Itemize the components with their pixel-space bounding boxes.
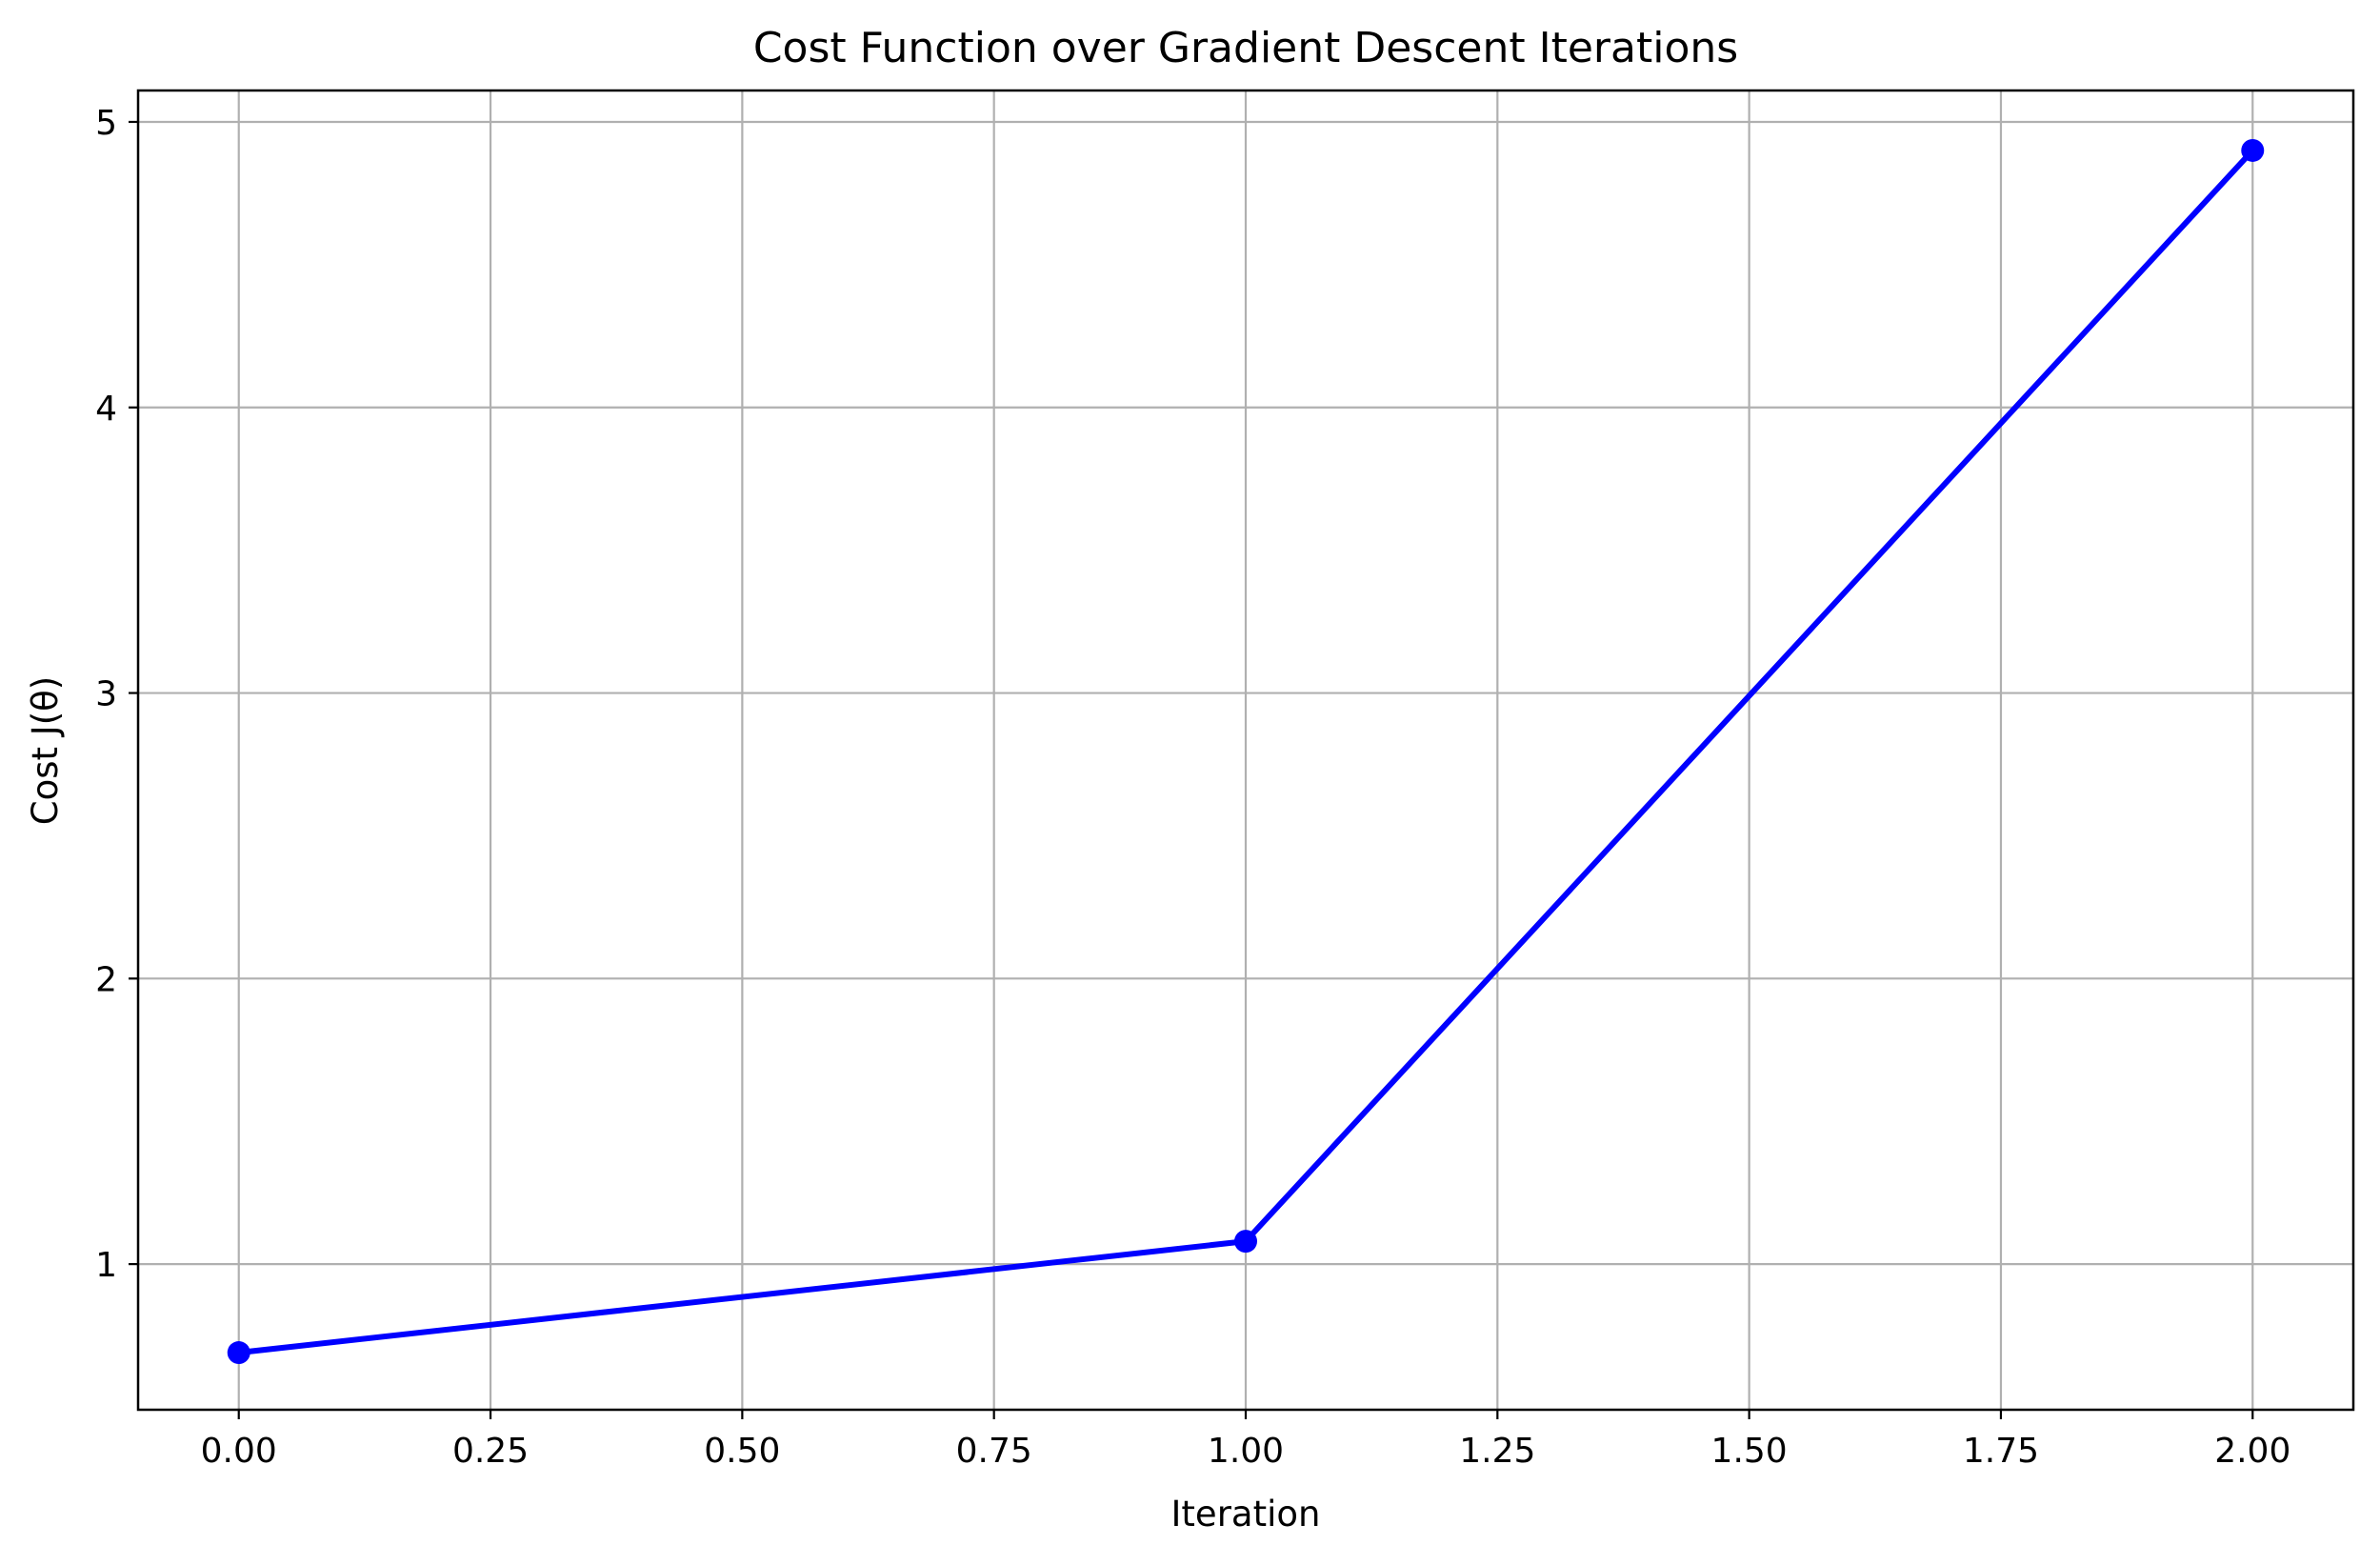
x-tick-label: 1.75 <box>1963 1432 2039 1471</box>
x-axis-label: Iteration <box>1171 1494 1321 1535</box>
x-tick-label: 1.00 <box>1208 1432 1284 1471</box>
y-axis-label: Cost J(θ) <box>25 676 66 825</box>
ticks: 0.00 0.25 0.50 0.75 1.00 1.25 1.50 1.75 2.00 1 2 3 4… <box>95 104 2290 1471</box>
x-tick-label: 0.00 <box>201 1432 277 1471</box>
x-tick-label: 0.50 <box>704 1432 780 1471</box>
chart-title: Cost Function over Gradient Descent Iter… <box>753 24 1738 72</box>
y-tick-label: 3 <box>95 675 117 714</box>
grid <box>138 90 2353 1410</box>
data-point <box>2241 138 2265 162</box>
x-tick-label: 0.75 <box>956 1432 1032 1471</box>
x-tick-label: 1.25 <box>1459 1432 1535 1471</box>
y-tick-label: 4 <box>95 390 117 429</box>
x-tick-label: 2.00 <box>2214 1432 2290 1471</box>
x-tick-label: 1.50 <box>1711 1432 1788 1471</box>
y-tick-label: 5 <box>95 104 117 143</box>
y-tick-label: 2 <box>95 960 117 999</box>
data-point <box>227 1341 250 1365</box>
y-tick-label: 1 <box>95 1246 117 1285</box>
series-layer <box>227 138 2265 1365</box>
data-point <box>1234 1230 1257 1254</box>
x-tick-label: 0.25 <box>452 1432 529 1471</box>
